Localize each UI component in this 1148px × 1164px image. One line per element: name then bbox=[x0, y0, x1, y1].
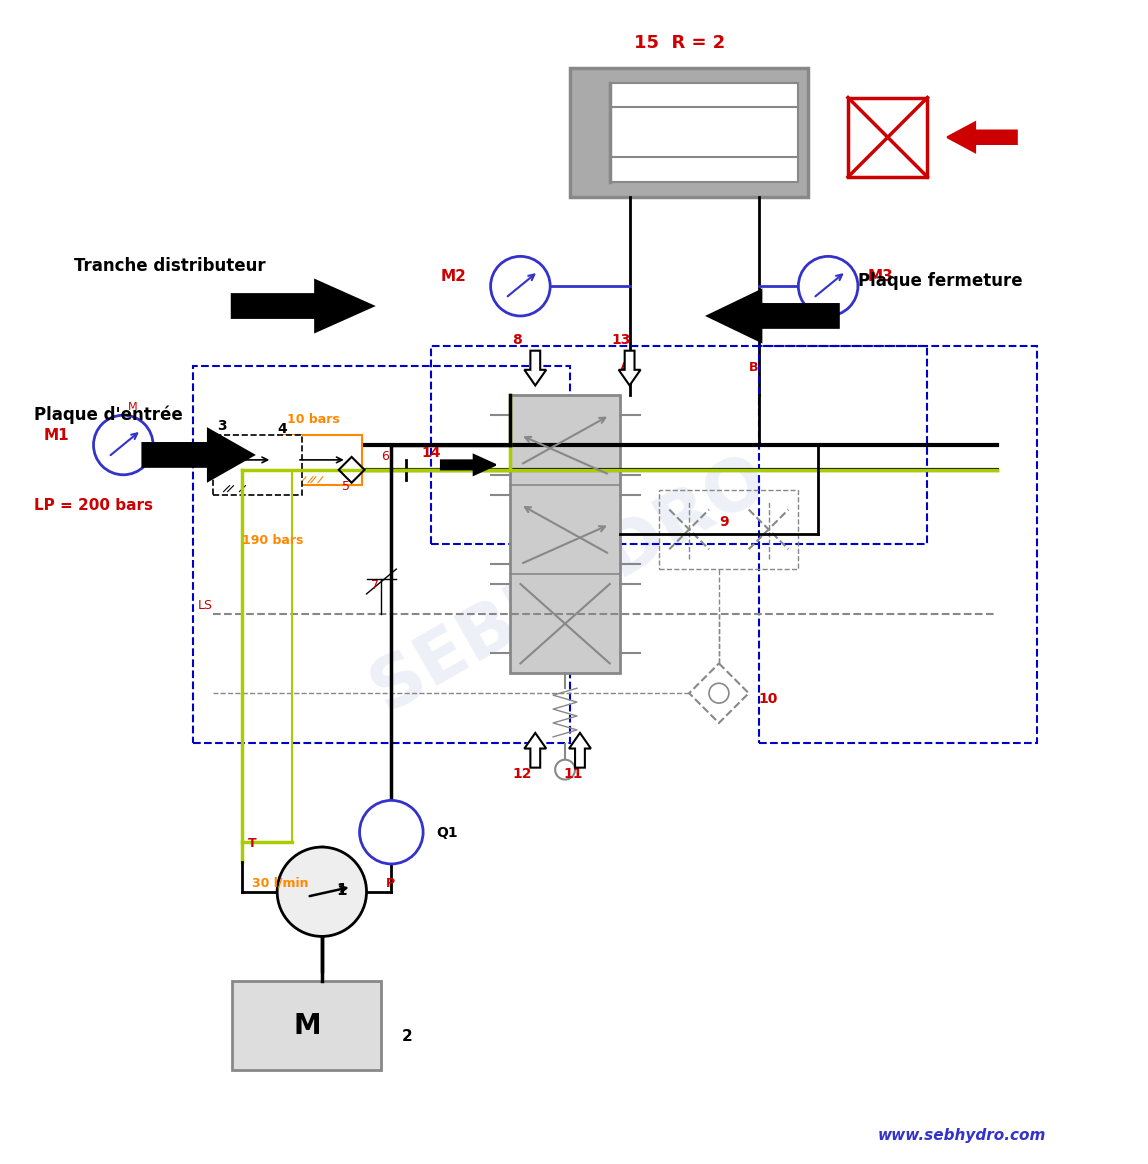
Text: Plaque fermeture: Plaque fermeture bbox=[858, 272, 1023, 290]
Polygon shape bbox=[144, 431, 253, 480]
Text: 13: 13 bbox=[612, 333, 631, 347]
Text: 3: 3 bbox=[218, 419, 227, 433]
Polygon shape bbox=[525, 733, 546, 767]
Bar bbox=[282, 435, 362, 484]
Bar bbox=[571, 68, 808, 197]
Text: 30 l/min: 30 l/min bbox=[253, 876, 309, 889]
Polygon shape bbox=[947, 122, 1017, 152]
Text: Q1: Q1 bbox=[436, 826, 458, 840]
Circle shape bbox=[490, 256, 550, 315]
Text: T: T bbox=[247, 837, 256, 850]
Circle shape bbox=[359, 801, 424, 864]
Bar bbox=[848, 98, 928, 177]
Bar bbox=[610, 83, 798, 182]
Bar bbox=[193, 365, 571, 743]
Circle shape bbox=[798, 256, 858, 315]
Text: 5: 5 bbox=[342, 480, 350, 492]
Text: 10: 10 bbox=[759, 693, 778, 707]
Bar bbox=[430, 346, 928, 545]
Polygon shape bbox=[619, 350, 641, 385]
Text: M: M bbox=[129, 403, 138, 412]
Text: www.sebhydro.com: www.sebhydro.com bbox=[878, 1128, 1047, 1143]
Text: 11: 11 bbox=[563, 767, 582, 781]
Text: LS: LS bbox=[197, 598, 212, 612]
Text: 12: 12 bbox=[512, 767, 532, 781]
Circle shape bbox=[556, 760, 575, 780]
Text: 9: 9 bbox=[719, 516, 729, 530]
Polygon shape bbox=[233, 282, 372, 331]
Polygon shape bbox=[709, 291, 838, 341]
Polygon shape bbox=[569, 733, 591, 767]
Circle shape bbox=[93, 416, 153, 475]
Polygon shape bbox=[441, 455, 496, 475]
Text: A: A bbox=[620, 361, 629, 374]
Text: M1: M1 bbox=[44, 428, 70, 443]
Bar bbox=[511, 396, 620, 673]
Text: 15  R = 2: 15 R = 2 bbox=[634, 34, 724, 52]
Bar bbox=[212, 435, 302, 495]
Text: 10 bars: 10 bars bbox=[287, 413, 340, 426]
Text: P: P bbox=[387, 876, 396, 889]
Text: 4: 4 bbox=[277, 423, 287, 436]
Text: SEBHYDRO: SEBHYDRO bbox=[359, 442, 781, 725]
Text: 8: 8 bbox=[512, 333, 522, 347]
Text: 2: 2 bbox=[402, 1029, 412, 1044]
Text: M3: M3 bbox=[868, 269, 893, 284]
Text: M2: M2 bbox=[441, 269, 467, 284]
Text: Plaque d'entrée: Plaque d'entrée bbox=[34, 406, 183, 424]
Bar bbox=[759, 346, 1037, 743]
Text: B: B bbox=[748, 361, 759, 374]
Text: 14: 14 bbox=[421, 446, 441, 460]
Text: M: M bbox=[293, 1012, 320, 1039]
Circle shape bbox=[277, 847, 366, 936]
Text: 6: 6 bbox=[381, 450, 389, 463]
Bar bbox=[233, 981, 381, 1071]
Text: LP = 200 bars: LP = 200 bars bbox=[34, 497, 153, 512]
Bar bbox=[659, 490, 798, 569]
Text: 1: 1 bbox=[336, 882, 347, 897]
Text: 7: 7 bbox=[372, 579, 380, 592]
Text: 190 bars: 190 bars bbox=[242, 534, 304, 547]
Polygon shape bbox=[525, 350, 546, 385]
Text: Tranche distributeur: Tranche distributeur bbox=[73, 257, 265, 275]
